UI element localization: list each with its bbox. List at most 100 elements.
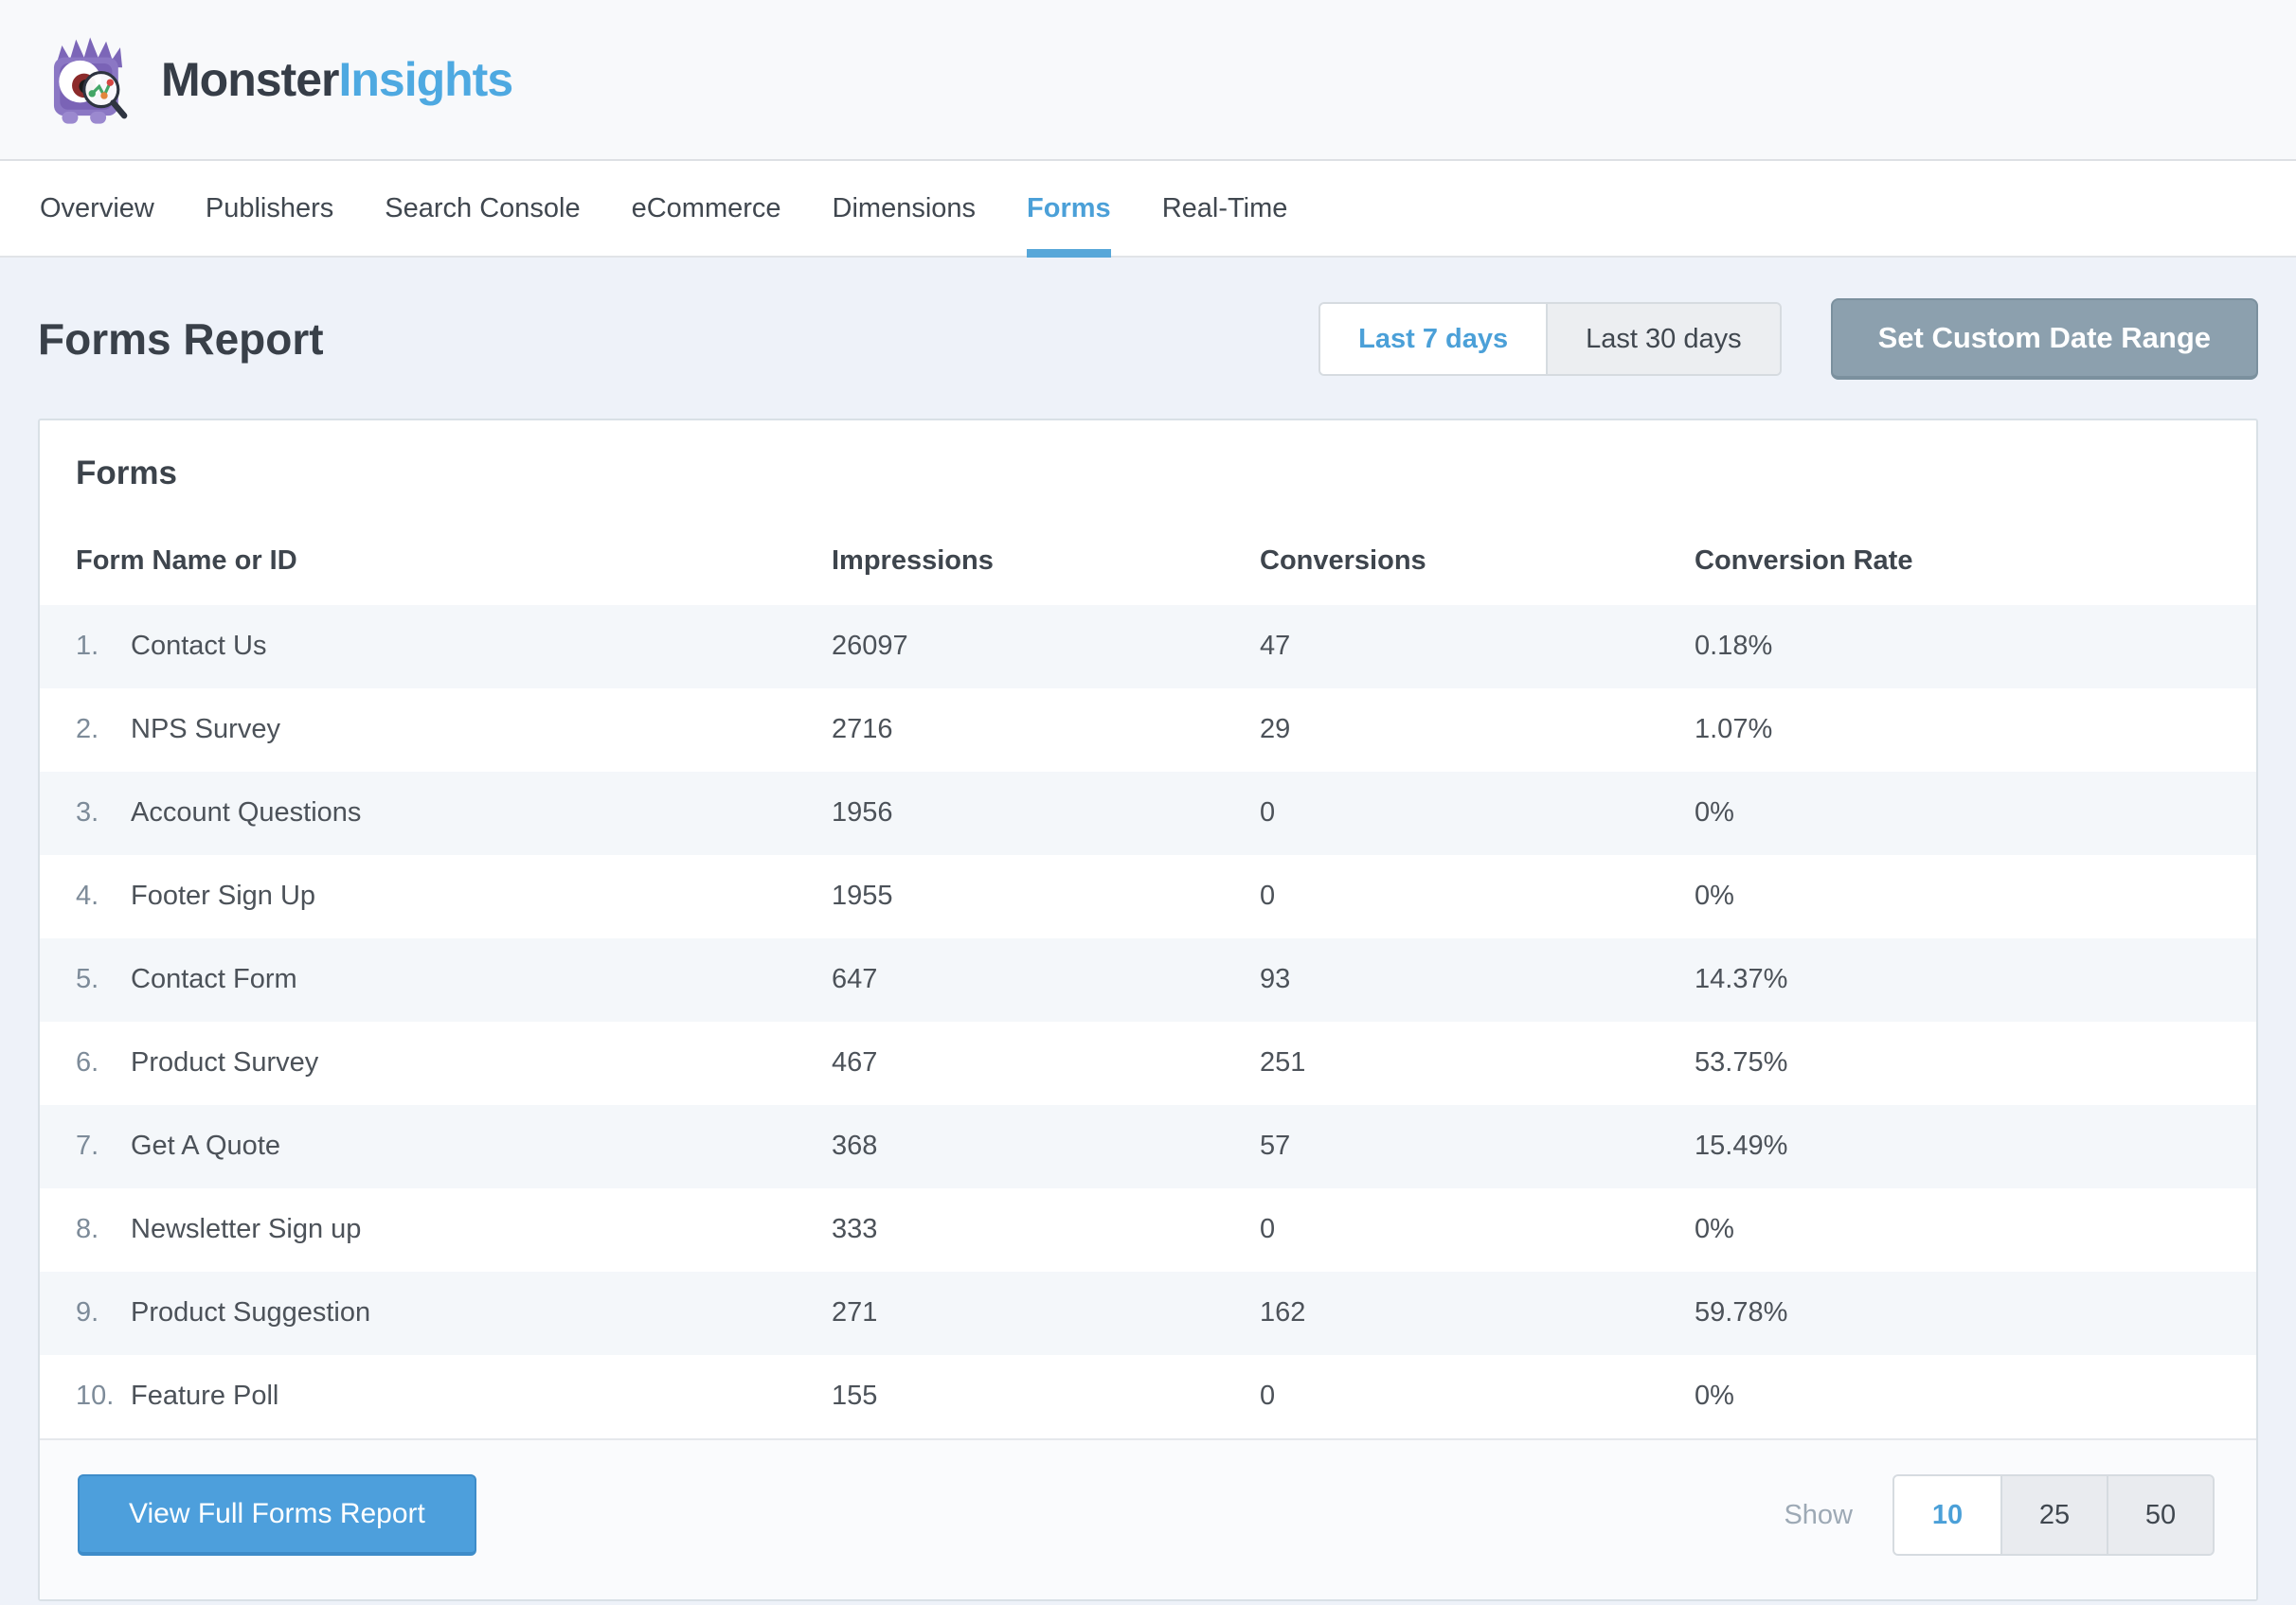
- table-row: 2. NPS Survey 2716 29 1.07%: [40, 688, 2256, 772]
- show-control: Show 10 25 50: [1784, 1474, 2215, 1556]
- conversion-rate-cell: 59.78%: [1695, 1297, 1788, 1328]
- row-rank: 3.: [76, 797, 99, 828]
- form-name: Newsletter Sign up: [131, 1214, 362, 1244]
- column-header-form-name: Form Name or ID: [76, 545, 297, 576]
- form-name: Account Questions: [131, 797, 362, 828]
- table-row: 5. Contact Form 647 93 14.37%: [40, 938, 2256, 1022]
- form-name-cell: 2. NPS Survey: [40, 688, 832, 772]
- column-header-impressions: Impressions: [832, 545, 994, 576]
- impressions-cell: 467: [832, 1047, 878, 1078]
- form-name: NPS Survey: [131, 714, 280, 744]
- conversion-rate-cell: 14.37%: [1695, 964, 1788, 994]
- table-row: 8. Newsletter Sign up 333 0 0%: [40, 1188, 2256, 1272]
- brand-wordmark-insights: Insights: [338, 53, 513, 106]
- table-row: 6. Product Survey 467 251 53.75%: [40, 1022, 2256, 1105]
- nav-tab-publishers[interactable]: Publishers: [205, 192, 334, 223]
- show-label: Show: [1784, 1499, 1853, 1530]
- brand-wordmark: MonsterInsights: [161, 52, 513, 107]
- conversion-rate-cell: 0%: [1695, 881, 1734, 911]
- brand-logo[interactable]: MonsterInsights: [38, 29, 513, 130]
- row-rank: 9.: [76, 1297, 99, 1328]
- row-rank: 8.: [76, 1214, 99, 1244]
- column-header-conversion-rate: Conversion Rate: [1695, 545, 1913, 576]
- form-name-cell: 10. Feature Poll: [40, 1355, 832, 1438]
- form-name: Footer Sign Up: [131, 881, 316, 911]
- conversions-cell: 29: [1260, 714, 1291, 744]
- table-row: 4. Footer Sign Up 1955 0 0%: [40, 855, 2256, 938]
- report-nav: Overview Publishers Search Console eComm…: [0, 161, 2296, 258]
- forms-table: Form Name or ID Impressions Conversions …: [40, 525, 2256, 1438]
- conversions-cell: 0: [1260, 1214, 1276, 1244]
- nav-tab-search-console[interactable]: Search Console: [385, 192, 581, 223]
- nav-tab-forms[interactable]: Forms: [1027, 161, 1111, 258]
- conversion-rate-cell: 0%: [1695, 1214, 1734, 1244]
- date-range-last-7-days-button[interactable]: Last 7 days: [1320, 304, 1547, 374]
- form-name-cell: 3. Account Questions: [40, 772, 832, 855]
- impressions-cell: 2716: [832, 714, 893, 744]
- conversion-rate-cell: 0.18%: [1695, 631, 1773, 661]
- row-rank: 1.: [76, 631, 99, 661]
- conversions-cell: 47: [1260, 631, 1291, 661]
- impressions-cell: 271: [832, 1297, 878, 1328]
- conversion-rate-cell: 15.49%: [1695, 1131, 1788, 1161]
- conversions-cell: 0: [1260, 881, 1276, 911]
- impressions-cell: 26097: [832, 631, 908, 661]
- page-size-10-button[interactable]: 10: [1894, 1476, 2000, 1554]
- form-name: Feature Poll: [131, 1381, 279, 1411]
- page-size-50-button[interactable]: 50: [2107, 1476, 2213, 1554]
- table-header-row: Form Name or ID Impressions Conversions …: [40, 525, 2256, 605]
- conversion-rate-cell: 53.75%: [1695, 1047, 1788, 1078]
- conversions-cell: 93: [1260, 964, 1291, 994]
- date-controls: Last 7 days Last 30 days Set Custom Date…: [1318, 298, 2258, 380]
- form-name: Contact Us: [131, 631, 267, 661]
- form-name-cell: 4. Footer Sign Up: [40, 855, 832, 938]
- form-name: Product Suggestion: [131, 1297, 371, 1328]
- impressions-cell: 368: [832, 1131, 878, 1161]
- brand-wordmark-monster: Monster: [161, 53, 339, 106]
- form-name-cell: 1. Contact Us: [40, 605, 832, 688]
- conversions-cell: 0: [1260, 1381, 1276, 1411]
- page-title: Forms Report: [38, 314, 324, 364]
- form-name: Contact Form: [131, 964, 297, 994]
- forms-card: Forms Form Name or ID Impressions Conver…: [38, 419, 2258, 1601]
- page-size-25-button[interactable]: 25: [2000, 1476, 2107, 1554]
- impressions-cell: 1955: [832, 881, 893, 911]
- form-name-cell: 7. Get A Quote: [40, 1105, 832, 1188]
- table-row: 3. Account Questions 1956 0 0%: [40, 772, 2256, 855]
- impressions-cell: 647: [832, 964, 878, 994]
- set-custom-date-range-button[interactable]: Set Custom Date Range: [1830, 298, 2258, 380]
- report-main: Forms Report Last 7 days Last 30 days Se…: [0, 298, 2296, 1601]
- nav-tab-overview[interactable]: Overview: [40, 192, 154, 223]
- nav-tab-dimensions[interactable]: Dimensions: [832, 192, 977, 223]
- conversions-cell: 251: [1260, 1047, 1306, 1078]
- conversion-rate-cell: 0%: [1695, 797, 1734, 828]
- conversions-cell: 57: [1260, 1131, 1291, 1161]
- form-name-cell: 8. Newsletter Sign up: [40, 1188, 832, 1272]
- table-row: 9. Product Suggestion 271 162 59.78%: [40, 1272, 2256, 1355]
- row-rank: 4.: [76, 881, 99, 911]
- report-header: Forms Report Last 7 days Last 30 days Se…: [38, 298, 2258, 380]
- conversion-rate-cell: 0%: [1695, 1381, 1734, 1411]
- form-name-cell: 9. Product Suggestion: [40, 1272, 832, 1355]
- form-name-cell: 5. Contact Form: [40, 938, 832, 1022]
- conversions-cell: 162: [1260, 1297, 1306, 1328]
- row-rank: 5.: [76, 964, 99, 994]
- row-rank: 6.: [76, 1047, 99, 1078]
- nav-tab-real-time[interactable]: Real-Time: [1161, 192, 1288, 223]
- conversions-cell: 0: [1260, 797, 1276, 828]
- form-name: Get A Quote: [131, 1131, 280, 1161]
- impressions-cell: 1956: [832, 797, 893, 828]
- date-range-toggle: Last 7 days Last 30 days: [1318, 302, 1782, 376]
- forms-card-title: Forms: [76, 455, 177, 491]
- forms-card-footer: View Full Forms Report Show 10 25 50: [40, 1438, 2256, 1599]
- row-rank: 2.: [76, 714, 99, 744]
- row-rank: 7.: [76, 1131, 99, 1161]
- monsterinsights-monster-icon: [53, 37, 128, 124]
- nav-tab-ecommerce[interactable]: eCommerce: [631, 192, 781, 223]
- page-size-toggle: 10 25 50: [1892, 1474, 2215, 1556]
- impressions-cell: 155: [832, 1381, 878, 1411]
- date-range-last-30-days-button[interactable]: Last 30 days: [1546, 304, 1780, 374]
- view-full-forms-report-button[interactable]: View Full Forms Report: [78, 1474, 476, 1556]
- table-row: 1. Contact Us 26097 47 0.18%: [40, 605, 2256, 688]
